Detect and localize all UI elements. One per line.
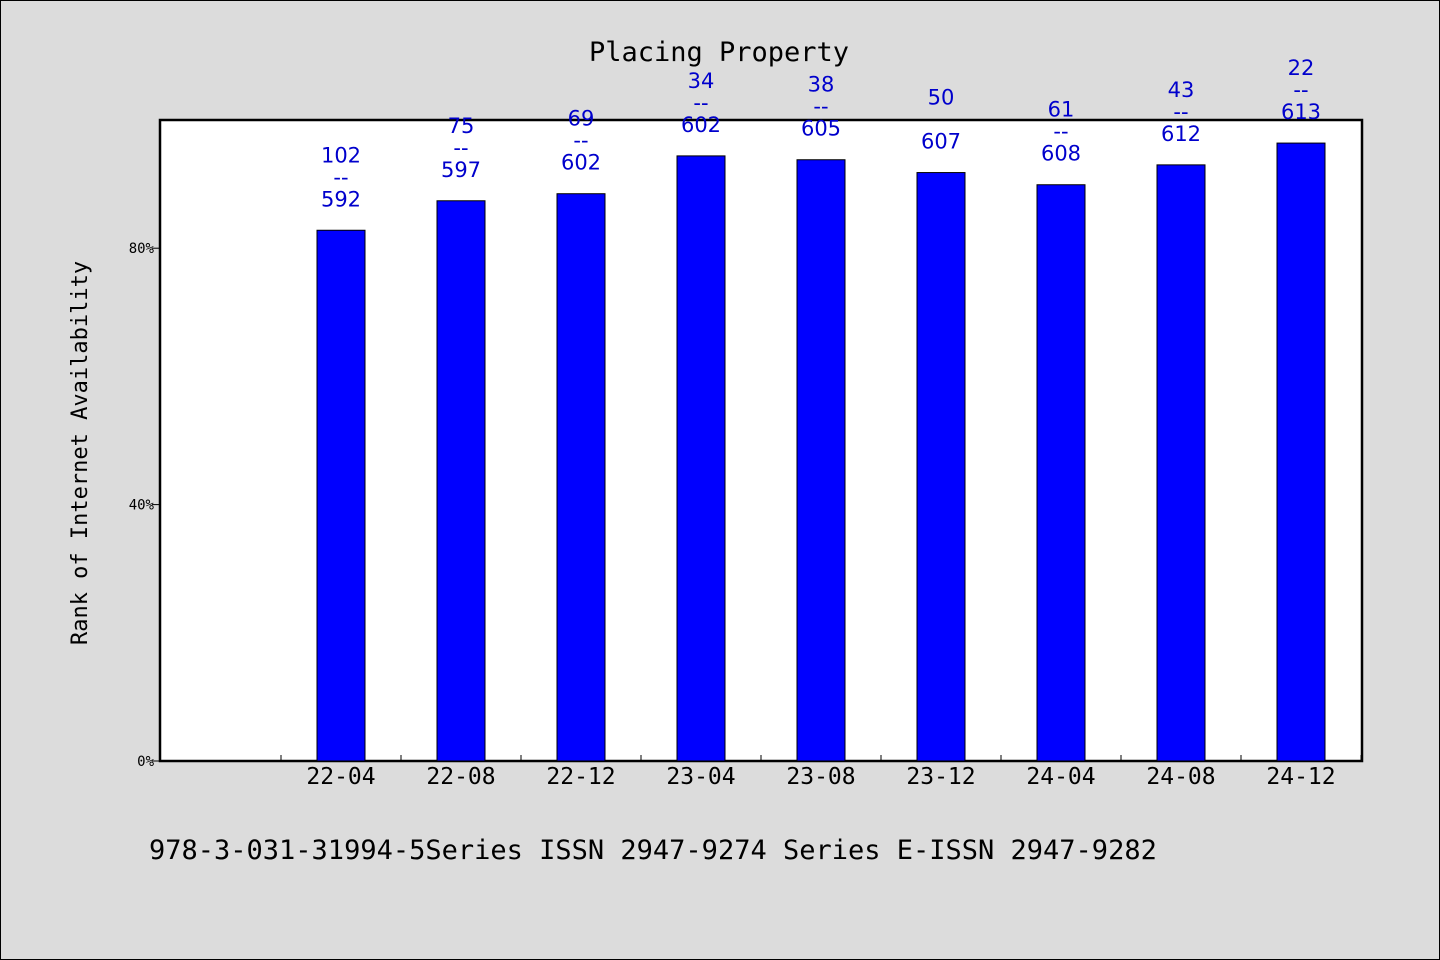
- y-tick-label: 0%: [137, 754, 154, 770]
- isbn-issn-footer: 978-3-031-31994-5Series ISSN 2947-9274 S…: [149, 835, 1157, 866]
- data-label-top: 38: [808, 73, 835, 97]
- data-label-bottom: 602: [561, 151, 601, 175]
- data-label-bottom: 597: [441, 158, 481, 182]
- data-label-top: 75: [448, 114, 475, 138]
- x-tick-label: 22-12: [546, 764, 615, 790]
- chart-title: Placing Property: [589, 37, 849, 68]
- data-label-mid: --: [1053, 120, 1068, 144]
- x-tick-label: 22-04: [306, 764, 375, 790]
- x-axis: 22-04 22-08 22-12 23-04 23-08 23-12 24-04 24-08…: [280, 755, 1362, 790]
- data-label-bottom: 608: [1041, 142, 1081, 166]
- data-label-mid: --: [813, 95, 828, 119]
- x-tick-label: 23-08: [786, 764, 855, 790]
- bar-22-08: [436, 200, 486, 762]
- bar-24-08: [1156, 164, 1206, 762]
- y-axis: 0% 40% 80%: [129, 241, 160, 770]
- bar-23-08: [796, 159, 846, 762]
- x-tick-label: 24-08: [1146, 764, 1215, 790]
- bar-24-12: [1276, 142, 1326, 762]
- data-label-mid: --: [693, 91, 708, 115]
- data-label-top: 43: [1168, 78, 1195, 102]
- data-label-mid: --: [453, 136, 468, 160]
- data-label-top: 69: [568, 107, 595, 131]
- y-axis-label: Rank of Internet Availability: [68, 261, 93, 645]
- data-label-mid: --: [1173, 100, 1188, 124]
- data-label-top: 50: [928, 86, 955, 110]
- data-label-top: 61: [1048, 98, 1075, 122]
- bar-22-04: [316, 229, 366, 762]
- data-label-top: 34: [688, 69, 715, 93]
- bar-23-12: [916, 172, 966, 762]
- data-label-bottom: 607: [921, 130, 961, 154]
- x-tick-label: 23-04: [666, 764, 735, 790]
- data-label-bottom: 605: [801, 117, 841, 141]
- x-tick-label: 23-12: [906, 764, 975, 790]
- data-label-top: 102: [321, 143, 361, 167]
- bar-24-04: [1036, 184, 1086, 762]
- x-tick-label: 24-04: [1026, 764, 1095, 790]
- bar-series: [316, 142, 1326, 762]
- data-label-mid: --: [333, 165, 348, 189]
- bar-22-12: [556, 193, 606, 762]
- x-tick-label: 22-08: [426, 764, 495, 790]
- data-label-bottom: 612: [1161, 122, 1201, 146]
- data-label-bottom: 613: [1281, 100, 1321, 124]
- data-label-bottom: 592: [321, 187, 361, 211]
- data-label-mid: --: [1293, 78, 1308, 102]
- y-tick-label: 40%: [129, 498, 155, 514]
- bar-23-04: [676, 155, 726, 762]
- y-tick-label: 80%: [129, 241, 155, 257]
- data-label-mid: --: [573, 129, 588, 153]
- data-label-bottom: 602: [681, 113, 721, 137]
- data-label-top: 22: [1288, 56, 1315, 80]
- x-tick-label: 24-12: [1266, 764, 1335, 790]
